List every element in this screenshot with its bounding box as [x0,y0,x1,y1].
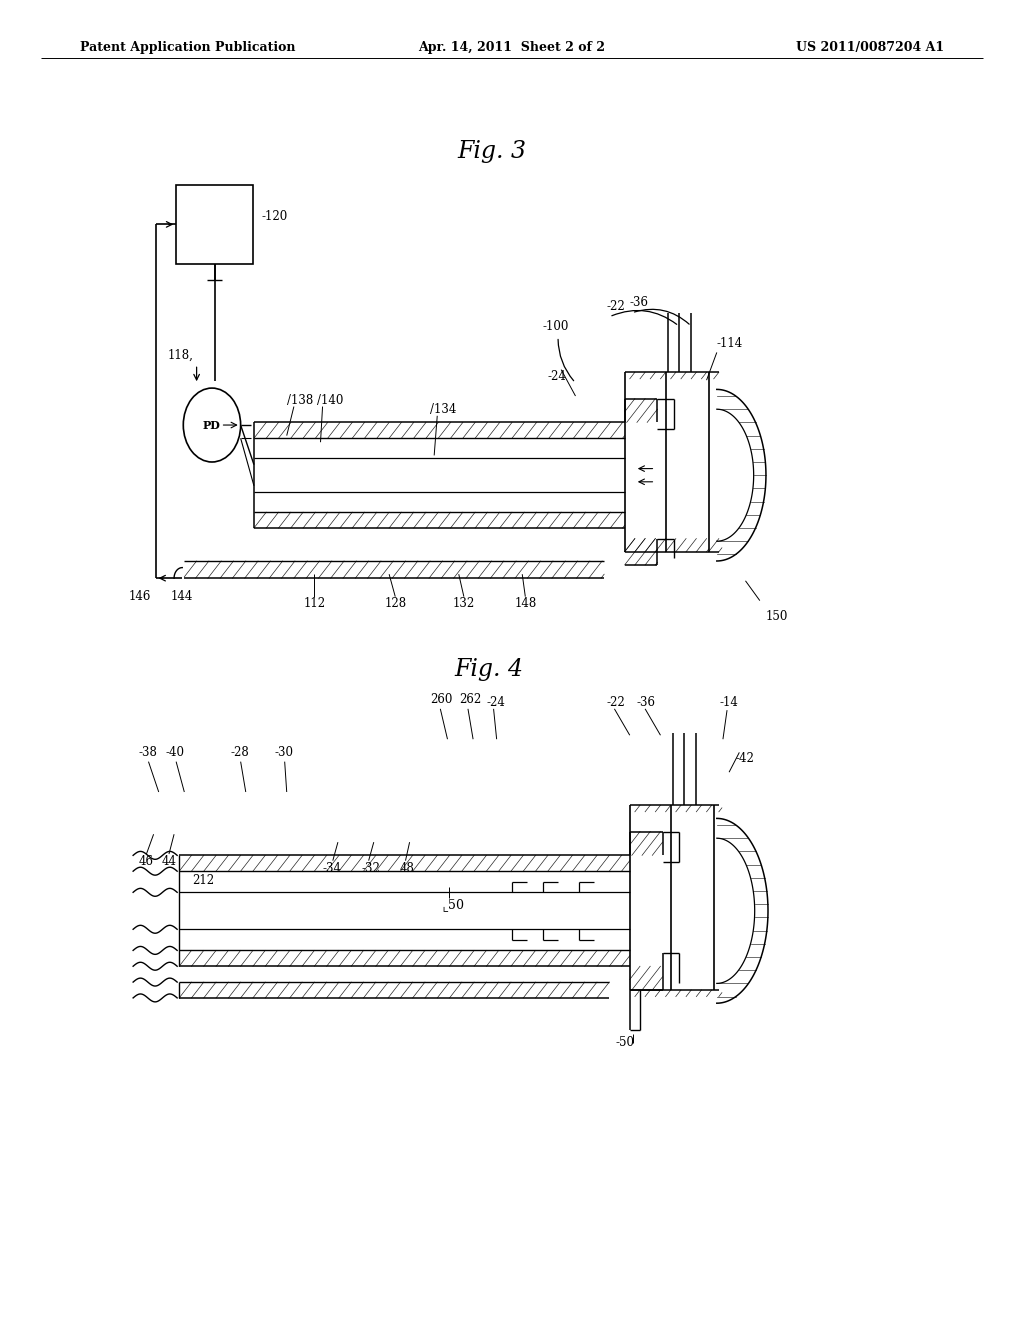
Text: -22: -22 [606,300,625,313]
Text: Apr. 14, 2011  Sheet 2 of 2: Apr. 14, 2011 Sheet 2 of 2 [419,41,605,54]
Text: 112: 112 [303,597,326,610]
Text: Patent Application Publication: Patent Application Publication [80,41,295,54]
Text: 146: 146 [128,590,151,603]
Bar [176,185,253,264]
Text: -30: -30 [274,746,294,759]
Text: Fig. 4: Fig. 4 [454,657,523,681]
Text: US 2011/0087204 A1: US 2011/0087204 A1 [796,41,944,54]
Text: -38: -38 [138,746,157,759]
Text: 132: 132 [453,597,475,610]
Text: 118,: 118, [168,348,194,362]
Text: $\mathregular{\llcorner}$50: $\mathregular{\llcorner}$50 [442,898,465,915]
Text: /140: /140 [317,393,344,407]
Text: -42: -42 [735,752,754,766]
Text: -28: -28 [230,746,249,759]
Text: 262: 262 [459,693,481,706]
Text: /134: /134 [430,403,457,416]
Text: PD: PD [203,420,221,430]
Text: -100: -100 [543,319,569,333]
Text: -24: -24 [486,696,505,709]
Text: 148: 148 [514,597,537,610]
Text: -14: -14 [720,696,738,709]
Text: /138: /138 [287,393,313,407]
Text: 46: 46 [138,855,154,869]
Text: -50: -50 [615,1036,634,1049]
Text: 150: 150 [766,610,788,623]
Text: -32: -32 [361,862,380,875]
Text: 260: 260 [430,693,453,706]
Text: -34: -34 [323,862,342,875]
Text: -120: -120 [261,210,288,223]
Text: 48: 48 [399,862,415,875]
Text: -40: -40 [166,746,185,759]
Text: -36: -36 [630,296,649,309]
Text: -114: -114 [717,337,743,350]
Text: Fig. 3: Fig. 3 [457,140,526,164]
Text: 212: 212 [193,874,215,887]
Text: -36: -36 [637,696,656,709]
Text: 144: 144 [171,590,194,603]
Text: 128: 128 [384,597,407,610]
Text: -22: -22 [606,696,625,709]
Text: 44: 44 [162,855,177,869]
Text: -24: -24 [548,370,566,383]
